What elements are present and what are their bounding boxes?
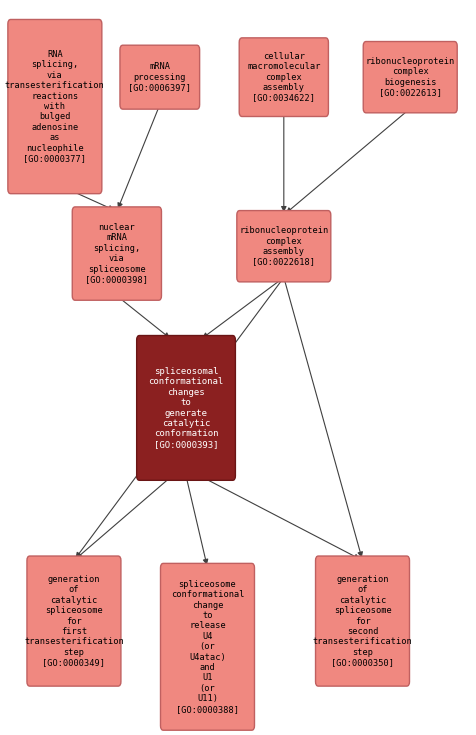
Text: generation
of
catalytic
spliceosome
for
first
transesterification
step
[GO:00003: generation of catalytic spliceosome for … <box>24 575 124 667</box>
Text: spliceosome
conformational
change
to
release
U4
(or
U4atac)
and
U1
(or
U11)
[GO:: spliceosome conformational change to rel… <box>170 580 244 714</box>
Text: generation
of
catalytic
spliceosome
for
second
transesterification
step
[GO:0000: generation of catalytic spliceosome for … <box>312 575 412 667</box>
FancyBboxPatch shape <box>136 335 235 481</box>
FancyBboxPatch shape <box>120 46 199 109</box>
Text: spliceosomal
conformational
changes
to
generate
catalytic
conformation
[GO:00003: spliceosomal conformational changes to g… <box>148 367 223 449</box>
FancyBboxPatch shape <box>238 37 327 116</box>
Text: ribonucleoprotein
complex
assembly
[GO:0022618]: ribonucleoprotein complex assembly [GO:0… <box>238 226 328 266</box>
Text: cellular
macromolecular
complex
assembly
[GO:0034622]: cellular macromolecular complex assembly… <box>247 52 320 102</box>
FancyBboxPatch shape <box>236 210 330 282</box>
FancyBboxPatch shape <box>72 207 161 301</box>
Text: ribonucleoprotein
complex
biogenesis
[GO:0022613]: ribonucleoprotein complex biogenesis [GO… <box>365 57 454 97</box>
FancyBboxPatch shape <box>315 556 408 686</box>
Text: mRNA
processing
[GO:0006397]: mRNA processing [GO:0006397] <box>128 62 191 92</box>
Text: RNA
splicing,
via
transesterification
reactions
with
bulged
adenosine
as
nucleop: RNA splicing, via transesterification re… <box>5 50 105 163</box>
FancyBboxPatch shape <box>160 563 254 731</box>
FancyBboxPatch shape <box>8 20 102 194</box>
FancyBboxPatch shape <box>27 556 121 686</box>
FancyBboxPatch shape <box>363 42 456 113</box>
Text: nuclear
mRNA
splicing,
via
spliceosome
[GO:0000398]: nuclear mRNA splicing, via spliceosome [… <box>85 223 148 284</box>
